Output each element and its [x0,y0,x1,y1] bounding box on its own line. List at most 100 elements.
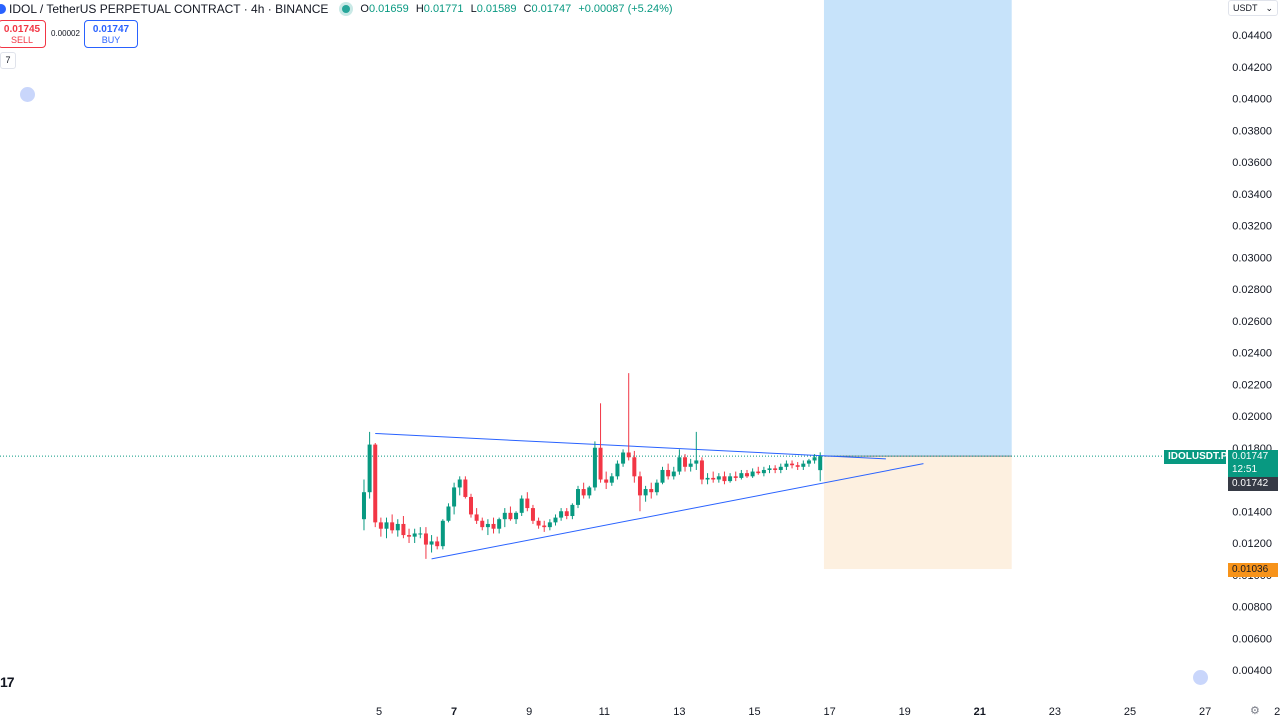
candle [508,512,513,520]
spread-value: 0.00002 [51,29,80,38]
y-tick-label: 0.03000 [1232,252,1272,264]
settings-gear-icon[interactable]: ⚙ [1250,705,1260,717]
candle [609,476,614,483]
currency-selector[interactable]: USDT ⌄ [1228,0,1278,16]
sell-button[interactable]: 0.01745 SELL [0,20,46,48]
candle [761,469,766,474]
symbol-title[interactable]: IDOL / TetherUS PERPETUAL CONTRACT · 4h … [9,2,329,16]
candle [604,479,609,483]
candle [553,517,558,523]
candle [361,492,366,520]
candle [485,523,490,528]
candle [733,476,738,478]
candle [514,512,519,520]
candle [502,512,507,520]
candle [598,447,603,480]
x-tick-label: 5 [376,706,382,716]
candle [378,522,383,529]
candle [463,479,468,497]
candle [559,511,564,518]
candle [581,489,586,496]
chart-header: IDOL / TetherUS PERPETUAL CONTRACT · 4h … [0,0,677,18]
candle [576,489,581,505]
candle [818,456,823,471]
candle [722,476,727,482]
candle [705,477,710,480]
profit-zone [823,0,1012,457]
bid-price-tag: 0.01742 [1228,477,1278,491]
tradingview-logo: 17 [0,674,15,690]
candle [491,523,496,529]
candle [435,541,440,547]
y-tick-label: 0.02200 [1232,379,1272,391]
candle [480,520,485,528]
candle [401,523,406,536]
stop-loss-tag: 0.01036 [1228,563,1278,577]
candle [649,489,654,493]
buy-button[interactable]: 0.01747 BUY [84,20,138,48]
candle [711,477,716,480]
candle [632,457,637,477]
candle [564,511,569,517]
candle [446,506,451,521]
symbol-price-tag: IDOLUSDT.P [1164,450,1227,464]
candle [592,447,597,488]
candle [373,444,378,523]
indicators-toggle[interactable]: 7 [0,52,16,69]
market-open-icon [342,5,351,13]
chevron-down-icon: ⌄ [1265,2,1273,13]
y-tick-label: 0.01400 [1232,506,1272,518]
candle [694,460,699,464]
y-tick-label: 0.02800 [1232,284,1272,296]
trendline-upper [375,432,886,460]
candle [812,457,817,461]
x-tick-label: 11 [599,706,610,716]
symbol-icon [0,4,6,14]
candle [530,508,535,521]
y-tick-label: 0.03600 [1232,157,1272,169]
candle [423,533,428,545]
drawing-handle-icon[interactable] [1193,670,1208,685]
candle [767,468,772,470]
y-tick-label: 0.02000 [1232,411,1272,423]
candle [756,471,761,474]
x-tick-label: 21 [974,706,986,716]
candle [795,465,800,467]
drawing-handle-icon[interactable] [20,87,35,102]
candle [474,514,479,521]
candle [547,522,552,528]
candle [801,463,806,467]
candle [626,452,631,458]
x-tick-label: 29 [1274,706,1280,716]
candle [621,452,626,464]
x-tick-label: 23 [1049,706,1061,716]
x-tick-label: 7 [451,706,457,716]
candle [744,473,749,477]
y-tick-label: 0.00400 [1232,665,1272,677]
candle [418,533,423,535]
x-tick-label: 25 [1124,706,1136,716]
stop-zone [823,456,1012,570]
candle [367,444,372,493]
y-tick-label: 0.03800 [1232,125,1272,137]
candle [457,479,462,488]
candle [699,460,704,480]
candle [452,487,457,507]
candle [683,457,688,467]
candle [773,468,778,470]
candle [784,463,789,467]
candle [519,498,524,513]
candle [677,457,682,472]
candle [429,541,434,545]
y-tick-label: 0.04200 [1232,62,1272,74]
candle [739,473,744,478]
candle [384,522,389,529]
x-tick-label: 9 [526,706,532,716]
y-tick-label: 0.03400 [1232,189,1272,201]
candle [750,471,755,477]
x-tick-label: 15 [748,706,760,716]
candle [654,482,659,493]
price-change: +0.00087 (+5.24%) [578,3,673,15]
candle [688,463,693,467]
